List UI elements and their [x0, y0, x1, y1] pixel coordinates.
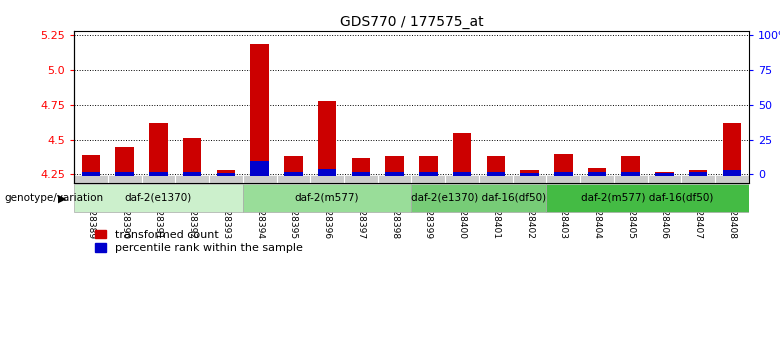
Bar — [655, 172, 674, 176]
Bar — [115, 147, 134, 176]
Bar — [587, 172, 606, 176]
Bar — [250, 160, 269, 176]
Bar — [452, 172, 471, 176]
Bar — [385, 172, 404, 176]
Bar — [149, 123, 168, 176]
Bar — [317, 101, 336, 176]
Bar — [74, 184, 243, 212]
Bar — [520, 170, 539, 176]
Bar — [217, 170, 236, 176]
Bar — [317, 169, 336, 176]
Bar — [487, 156, 505, 176]
Text: daf-2(m577): daf-2(m577) — [295, 193, 360, 203]
Text: ▶: ▶ — [58, 194, 66, 203]
Bar — [689, 172, 707, 176]
Bar — [183, 138, 201, 176]
Bar — [352, 158, 370, 176]
Bar — [452, 133, 471, 176]
Bar — [419, 172, 438, 176]
Text: daf-2(m577) daf-16(df50): daf-2(m577) daf-16(df50) — [581, 193, 714, 203]
Bar — [554, 172, 573, 176]
Bar — [115, 172, 134, 176]
Bar — [587, 168, 606, 176]
Bar — [284, 156, 303, 176]
Bar — [487, 172, 505, 176]
Text: genotype/variation: genotype/variation — [4, 194, 103, 203]
Bar — [250, 43, 269, 176]
Text: daf-2(e1370): daf-2(e1370) — [125, 193, 192, 203]
Bar — [419, 156, 438, 176]
Legend: transformed count, percentile rank within the sample: transformed count, percentile rank withi… — [95, 230, 303, 253]
Bar — [284, 172, 303, 176]
Bar — [689, 170, 707, 176]
Bar — [520, 173, 539, 176]
Bar — [722, 123, 741, 176]
Bar — [655, 173, 674, 176]
Bar — [82, 172, 101, 176]
Bar — [149, 172, 168, 176]
Bar — [622, 172, 640, 176]
Bar — [554, 154, 573, 176]
Bar — [352, 172, 370, 176]
Bar — [183, 172, 201, 176]
Title: GDS770 / 177575_at: GDS770 / 177575_at — [339, 14, 484, 29]
Bar — [622, 156, 640, 176]
Bar — [243, 184, 412, 212]
Bar — [217, 173, 236, 176]
Bar — [412, 184, 547, 212]
Bar — [74, 176, 749, 183]
Text: daf-2(e1370) daf-16(df50): daf-2(e1370) daf-16(df50) — [411, 193, 547, 203]
Bar — [546, 184, 749, 212]
Bar — [385, 156, 404, 176]
Bar — [722, 170, 741, 176]
Bar — [82, 155, 101, 176]
